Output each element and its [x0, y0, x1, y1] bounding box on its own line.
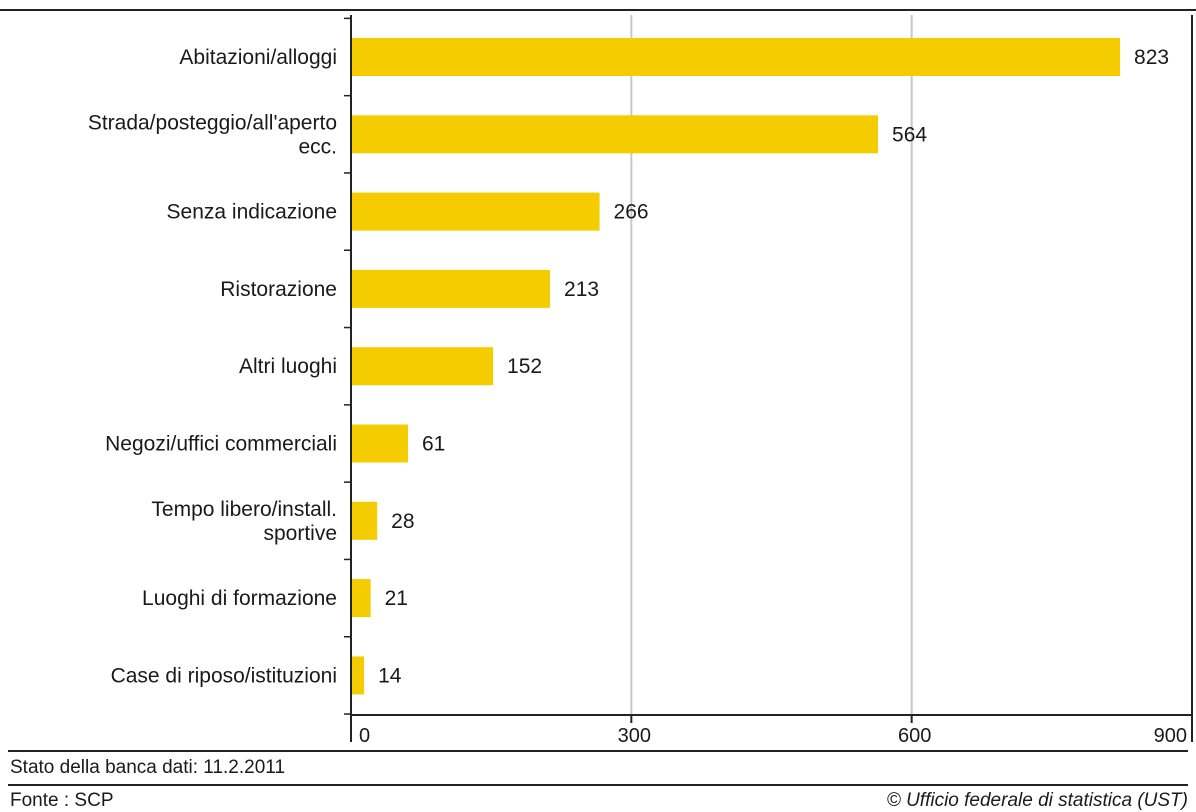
category-label-5: Negozi/uffici commerciali: [105, 433, 337, 456]
category-label-0: Abitazioni/alloggi: [179, 46, 337, 69]
value-label-7: 21: [385, 587, 408, 610]
category-label-4: Altri luoghi: [239, 355, 337, 378]
x-tick-label-600: 600: [898, 725, 931, 747]
value-label-3: 213: [564, 278, 599, 301]
category-label-3: Ristorazione: [220, 278, 337, 301]
axes: 0 300 600 900: [0, 9, 1196, 747]
x-tick-label-0: 0: [359, 725, 370, 747]
value-label-4: 152: [507, 355, 542, 378]
bar-5: [351, 424, 409, 463]
copyright-text: © Ufficio federale di statistica (UST): [886, 790, 1188, 811]
bar-4: [351, 347, 494, 386]
bar-chart: Abitazioni/alloggi Strada/posteggio/all'a…: [0, 9, 1196, 747]
bars: [351, 38, 1121, 695]
bar-8: [351, 656, 365, 695]
category-label-1-0: Strada/posteggio/all'aperto: [88, 111, 337, 134]
category-label-2: Senza indicazione: [167, 201, 337, 224]
category-labels: Abitazioni/alloggi Strada/posteggio/all'a…: [88, 46, 337, 687]
category-label-8: Case di riposo/istituzioni: [111, 664, 337, 687]
value-label-6: 28: [391, 510, 414, 533]
value-label-5: 61: [422, 433, 445, 456]
value-label-0: 823: [1134, 46, 1169, 69]
category-label-6-0: Tempo libero/install.: [151, 498, 337, 521]
value-label-8: 14: [378, 664, 402, 687]
footer-rule-bottom: [8, 784, 1188, 786]
source-text: Fonte : SCP: [10, 790, 114, 811]
x-tick-label-300: 300: [618, 725, 651, 747]
bar-7: [351, 579, 371, 618]
footer-rule-top: [8, 750, 1188, 752]
bar-1: [351, 115, 879, 154]
value-label-2: 266: [614, 201, 649, 224]
category-label-7: Luoghi di formazione: [142, 587, 337, 610]
bar-0: [351, 38, 1121, 76]
bar-2: [351, 192, 600, 231]
bar-6: [351, 501, 378, 540]
x-tick-label-900: 900: [1154, 725, 1187, 747]
database-state-text: Stato della banca dati: 11.2.2011: [10, 757, 286, 778]
value-label-1: 564: [892, 123, 927, 146]
category-label-6-1: sportive: [263, 522, 337, 545]
value-labels: 823 564 266 213 152 61 28 21 14: [378, 46, 1169, 687]
category-label-1-1: ecc.: [298, 135, 337, 158]
bar-3: [351, 269, 551, 308]
